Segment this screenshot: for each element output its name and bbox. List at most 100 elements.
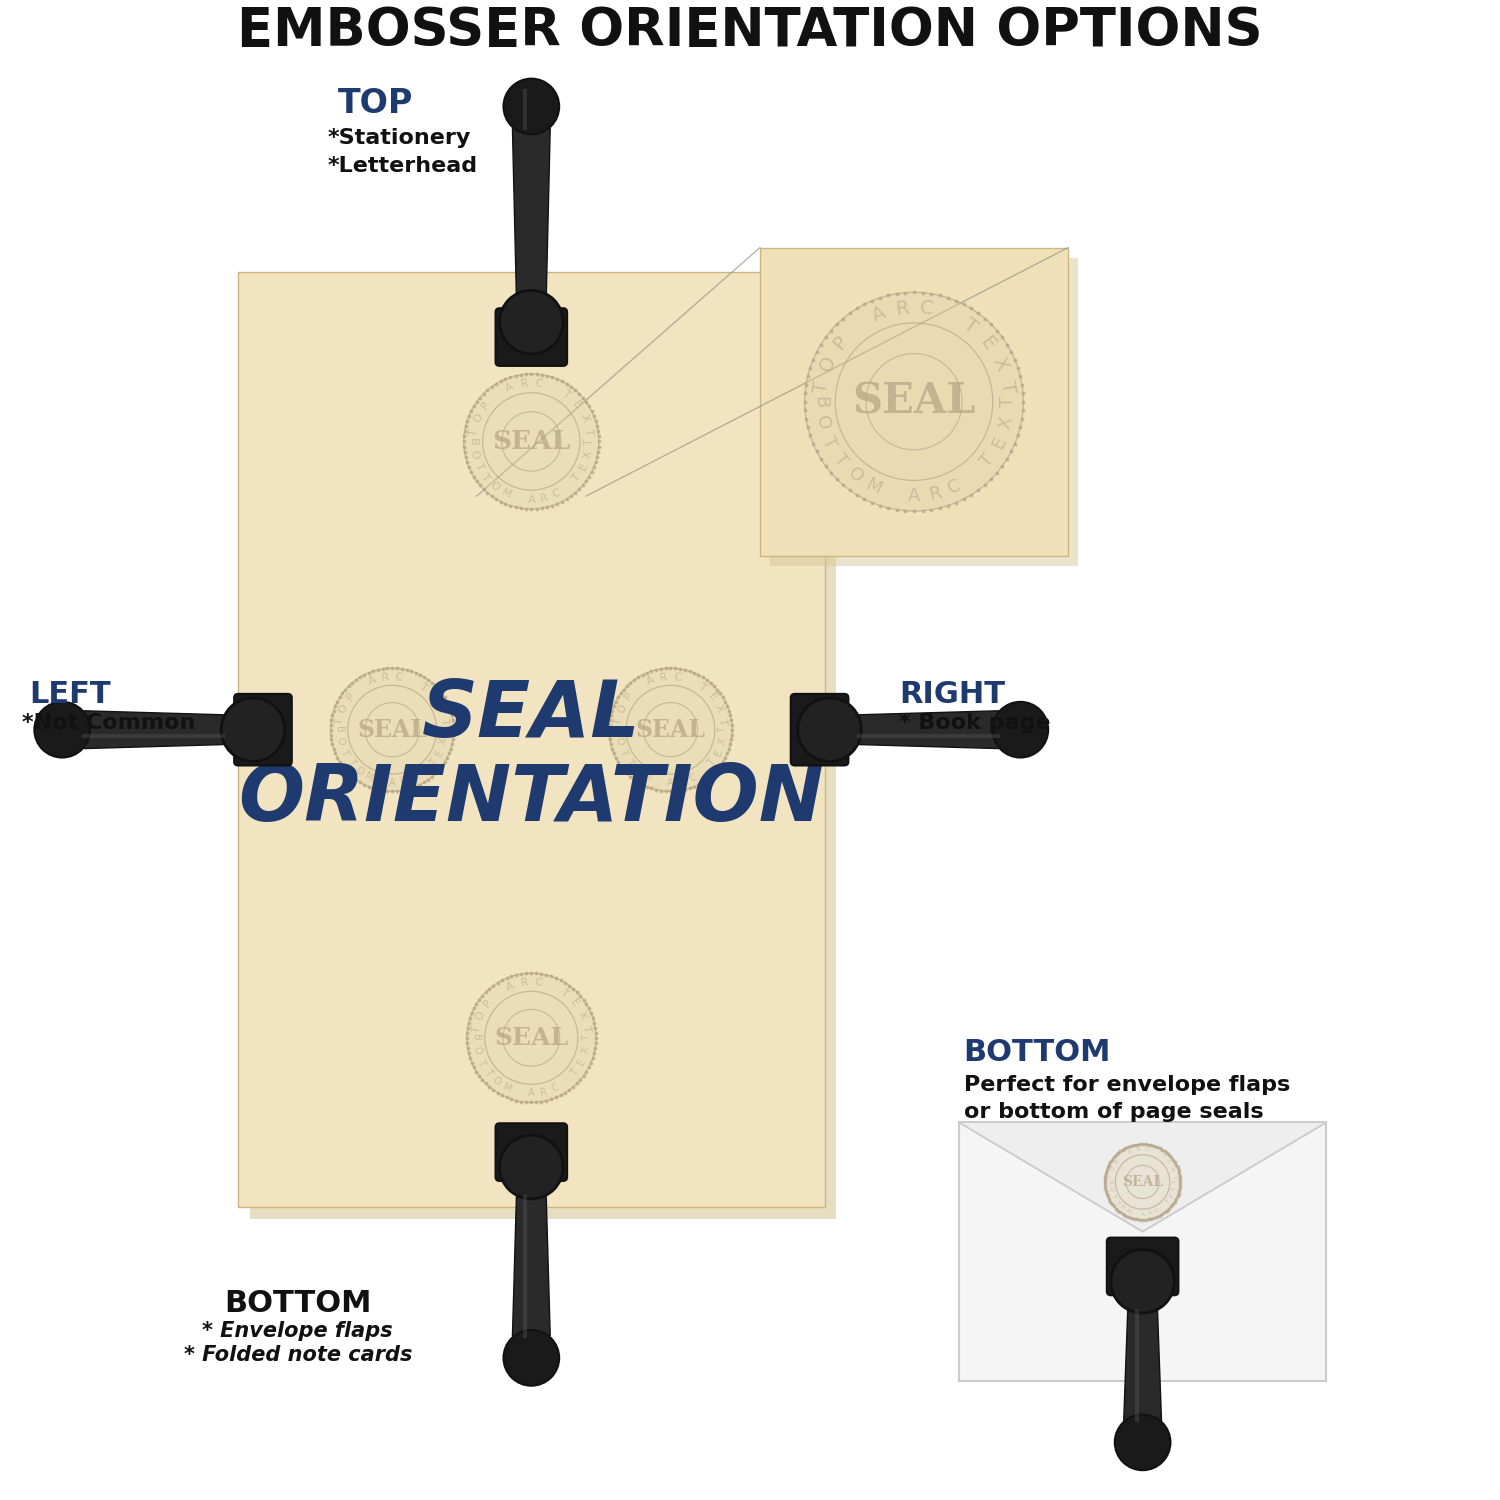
Text: * Book page: * Book page bbox=[898, 712, 1050, 732]
Text: O: O bbox=[614, 736, 624, 747]
Text: T: T bbox=[561, 388, 572, 400]
Text: *Not Common: *Not Common bbox=[22, 712, 196, 732]
Text: O: O bbox=[352, 765, 364, 777]
FancyBboxPatch shape bbox=[760, 248, 1068, 555]
Text: M: M bbox=[363, 771, 375, 784]
Text: O: O bbox=[816, 352, 840, 375]
Text: X: X bbox=[996, 414, 1016, 430]
Text: R: R bbox=[399, 776, 408, 788]
Polygon shape bbox=[84, 711, 224, 748]
Text: O: O bbox=[1108, 1186, 1114, 1192]
Text: LEFT: LEFT bbox=[30, 681, 111, 710]
Text: T: T bbox=[996, 380, 1017, 394]
FancyBboxPatch shape bbox=[238, 273, 825, 1208]
Text: X: X bbox=[579, 413, 591, 423]
Text: X: X bbox=[1172, 1186, 1178, 1191]
Text: BOTTOM: BOTTOM bbox=[224, 1288, 372, 1317]
Text: R: R bbox=[894, 298, 910, 318]
Text: O: O bbox=[474, 1010, 488, 1022]
Text: T: T bbox=[482, 1066, 494, 1078]
Text: C: C bbox=[534, 976, 543, 988]
Text: M: M bbox=[862, 476, 883, 498]
Text: ORIENTATION: ORIENTATION bbox=[238, 762, 825, 837]
Text: EMBOSSER ORIENTATION OPTIONS: EMBOSSER ORIENTATION OPTIONS bbox=[237, 4, 1263, 57]
Text: A: A bbox=[368, 675, 378, 687]
Text: R: R bbox=[381, 672, 390, 682]
Text: X: X bbox=[582, 450, 594, 459]
Text: T: T bbox=[572, 472, 584, 483]
Text: E: E bbox=[578, 462, 590, 472]
Text: T: T bbox=[472, 462, 484, 472]
Text: RIGHT: RIGHT bbox=[898, 681, 1005, 710]
Text: A: A bbox=[528, 1089, 534, 1098]
Text: * Envelope flaps: * Envelope flaps bbox=[202, 1322, 393, 1341]
Text: T: T bbox=[830, 450, 850, 471]
Text: T: T bbox=[706, 758, 717, 768]
Text: A: A bbox=[908, 486, 920, 504]
Text: O: O bbox=[1119, 1204, 1125, 1210]
Text: T: T bbox=[696, 681, 708, 693]
Text: T: T bbox=[718, 726, 729, 732]
Text: R: R bbox=[1137, 1148, 1140, 1152]
Text: Perfect for envelope flaps: Perfect for envelope flaps bbox=[963, 1074, 1290, 1095]
Text: T: T bbox=[568, 1066, 580, 1078]
Text: SEAL: SEAL bbox=[636, 717, 705, 741]
Text: T: T bbox=[819, 433, 840, 451]
Circle shape bbox=[34, 702, 90, 758]
Text: E: E bbox=[427, 692, 439, 702]
Circle shape bbox=[220, 698, 285, 762]
Text: T: T bbox=[480, 472, 492, 483]
Text: TOP: TOP bbox=[338, 87, 412, 120]
Text: T: T bbox=[1173, 1180, 1178, 1184]
Text: T: T bbox=[976, 450, 998, 471]
Text: A: A bbox=[1140, 1212, 1144, 1216]
FancyBboxPatch shape bbox=[790, 694, 849, 765]
Text: T: T bbox=[580, 1024, 591, 1033]
Text: O: O bbox=[615, 702, 628, 714]
Text: A: A bbox=[668, 777, 674, 788]
Text: R: R bbox=[678, 776, 687, 788]
Text: M: M bbox=[500, 488, 513, 501]
Text: T: T bbox=[612, 717, 624, 726]
Text: T: T bbox=[1114, 1200, 1120, 1204]
Text: A: A bbox=[528, 495, 536, 504]
Text: SEAL: SEAL bbox=[852, 381, 976, 423]
FancyBboxPatch shape bbox=[251, 285, 837, 1218]
Text: B: B bbox=[471, 1035, 482, 1041]
Circle shape bbox=[504, 78, 560, 135]
Text: T: T bbox=[585, 438, 594, 446]
Text: A: A bbox=[868, 303, 888, 326]
Circle shape bbox=[504, 1330, 560, 1386]
Text: * Folded note cards: * Folded note cards bbox=[183, 1346, 412, 1365]
Text: T: T bbox=[717, 717, 729, 726]
Text: C: C bbox=[550, 1082, 561, 1094]
Text: E: E bbox=[988, 433, 1010, 451]
Text: X: X bbox=[1170, 1166, 1176, 1172]
Text: C: C bbox=[534, 378, 543, 388]
Text: T: T bbox=[339, 748, 350, 758]
Circle shape bbox=[1112, 1250, 1174, 1312]
Text: O: O bbox=[490, 1076, 502, 1088]
Text: T: T bbox=[624, 758, 634, 768]
Text: T: T bbox=[427, 758, 439, 768]
Text: O: O bbox=[471, 1046, 483, 1054]
Text: T: T bbox=[440, 726, 450, 732]
Text: T: T bbox=[1160, 1154, 1166, 1160]
Text: SEAL: SEAL bbox=[495, 1026, 568, 1050]
Circle shape bbox=[798, 698, 861, 762]
Text: C: C bbox=[674, 672, 682, 682]
FancyBboxPatch shape bbox=[495, 1124, 567, 1180]
Text: BOTTOM: BOTTOM bbox=[963, 1038, 1112, 1066]
Text: O: O bbox=[489, 480, 501, 494]
Text: O: O bbox=[844, 464, 867, 486]
Text: C: C bbox=[918, 298, 934, 318]
Circle shape bbox=[804, 292, 1023, 512]
Text: A: A bbox=[645, 675, 656, 687]
Text: C: C bbox=[688, 771, 699, 783]
Text: T: T bbox=[999, 396, 1017, 406]
Text: X: X bbox=[576, 1010, 588, 1022]
Text: M: M bbox=[642, 771, 654, 784]
Text: P: P bbox=[830, 333, 852, 354]
Text: O: O bbox=[632, 765, 644, 777]
Text: E: E bbox=[568, 998, 580, 1010]
